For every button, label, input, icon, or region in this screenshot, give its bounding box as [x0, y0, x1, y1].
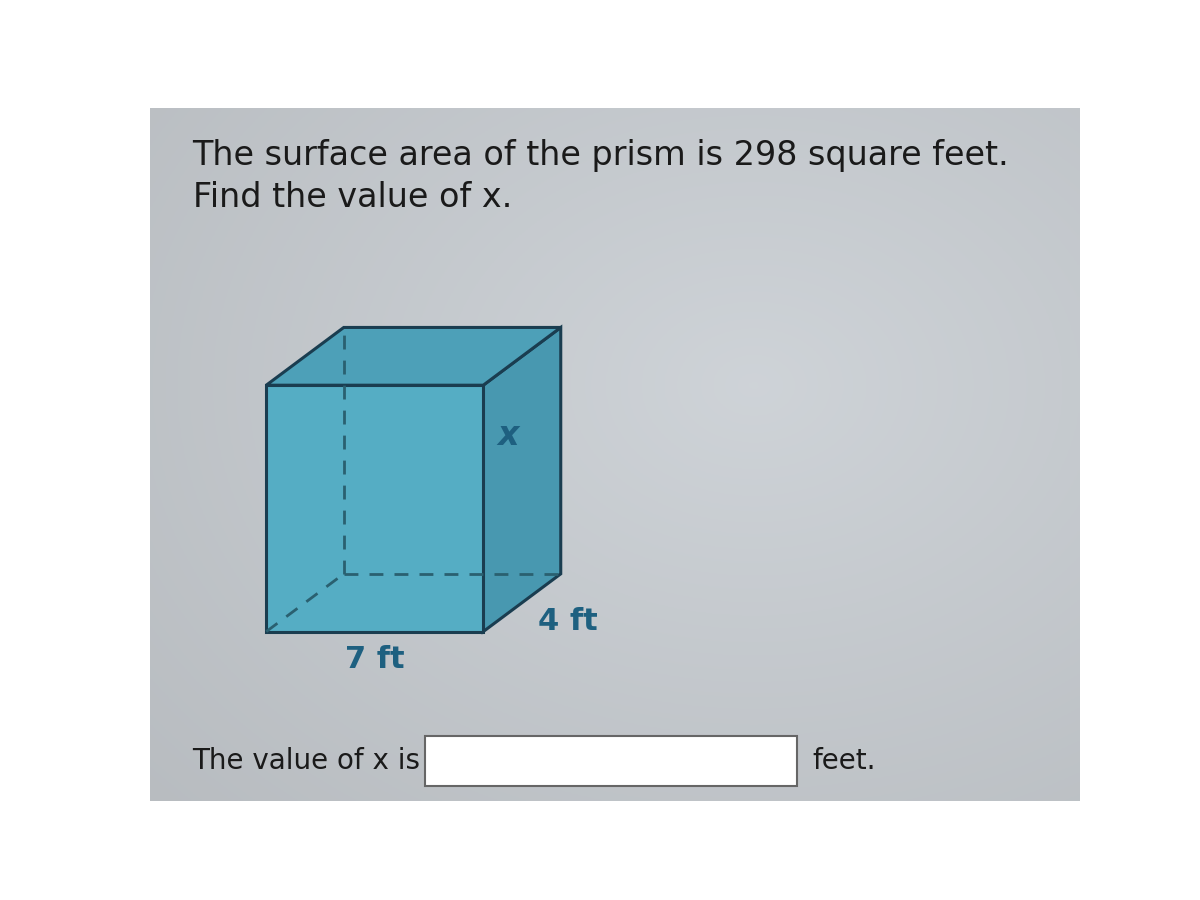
Text: 4 ft: 4 ft	[538, 608, 598, 636]
Text: feet.: feet.	[812, 747, 876, 775]
Text: The value of x is: The value of x is	[193, 747, 421, 775]
Polygon shape	[266, 385, 484, 632]
Polygon shape	[484, 328, 560, 632]
Bar	[425, 736, 797, 786]
Text: Find the value of x.: Find the value of x.	[193, 181, 512, 214]
Text: x: x	[497, 418, 518, 452]
Text: The surface area of the prism is 298 square feet.: The surface area of the prism is 298 squ…	[193, 139, 1009, 172]
Text: 7 ft: 7 ft	[344, 645, 404, 674]
Polygon shape	[266, 328, 560, 385]
